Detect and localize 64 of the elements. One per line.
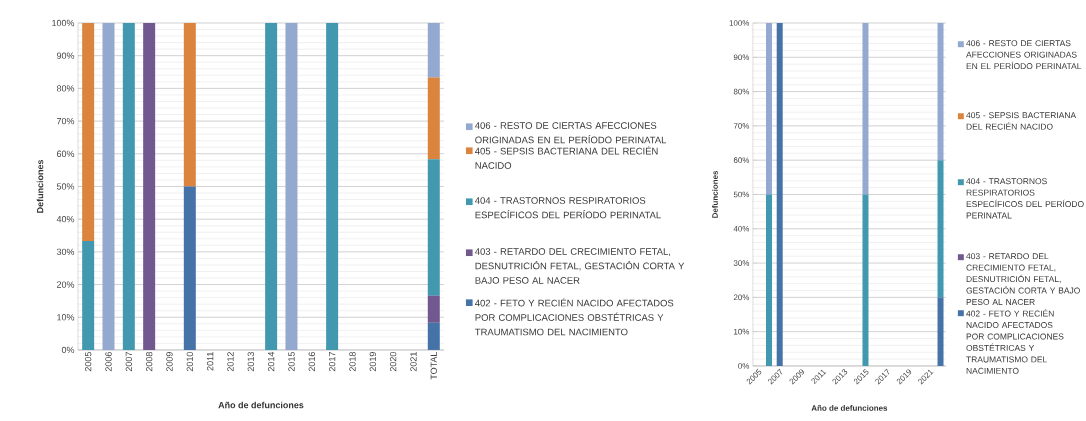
bar [427, 295, 440, 323]
y-tick-label: 40% [56, 216, 75, 223]
legend-label: 406 - RESTO DE CIERTAS AFECCIONES ORIGINADAS EN EL PERÍODO PERINATAL [475, 122, 667, 144]
legend-label: 404 - TRASTORNOS RESPIRATORIOS ESPECÍFICOS DEL PERÍODO PERINATAL [475, 197, 661, 219]
x-tick-label: 2011 [206, 352, 214, 371]
bar [265, 23, 278, 350]
y-tick-label: 30% [56, 248, 75, 256]
x-tick-label: 2005 [84, 352, 92, 372]
x-tick-label: 2012 [227, 352, 234, 372]
x-tick-label: 2020 [389, 352, 397, 372]
bar [937, 160, 944, 298]
bar [765, 23, 772, 195]
x-tick-label: 2019 [369, 352, 376, 372]
bar [82, 23, 95, 242]
x-tick-label: 2014 [267, 351, 275, 372]
bar [427, 159, 440, 296]
y-axis-title: Defunciones [36, 159, 44, 213]
x-tick-label: 2010 [186, 352, 193, 372]
bar [183, 186, 196, 350]
y-tick-label: 10% [57, 314, 75, 321]
bar [427, 322, 440, 350]
bar [102, 23, 115, 350]
legend-label: 405 - SEPSIS BACTERIANA DEL RECIÉN NACIDO [966, 112, 1077, 130]
bar [937, 23, 944, 161]
bar [862, 23, 869, 195]
y-tick-label: 50% [56, 183, 75, 190]
y-tick-label: 60% [56, 150, 75, 157]
x-tick-label: 2021 [410, 352, 417, 372]
x-tick-label: 2009 [166, 352, 173, 372]
x-tick-label: TOTAL [430, 351, 437, 380]
bar [183, 23, 196, 187]
x-tick-label: 2016 [308, 352, 315, 372]
bar [427, 23, 440, 78]
legend-label: 404 - TRASTORNOS RESPIRATORIOS ESPECÍFICOS DEL PERÍODO PERINATAL [966, 178, 1084, 219]
x-tick-label: 2018 [349, 352, 356, 372]
legend-label: 405 - SEPSIS BACTERIANA DEL RECIÉN NACIDO [475, 146, 658, 169]
x-tick-label: 2017 [328, 352, 336, 372]
bar [776, 23, 783, 366]
legend-label: 403 - RETARDO DEL CRECIMIENTO FETAL, DESNUTRICIÓN FETAL, GESTACIÓN CORTA Y BAJO PESO AL NACER [966, 253, 1080, 305]
legend-label: 406 - RESTO DE CIERTAS AFECCIONES ORIGINADAS EN EL PERÍODO PERINATAL [966, 40, 1082, 70]
bar [937, 297, 944, 366]
bar [427, 77, 440, 160]
legend-label: 402 - FETO Y RECIÉN NACIDO AFECTADOS POR COMPLICACIONES OBSTÉTRICAS Y TRAUMATISMO DEL NACIMIENTO [475, 298, 674, 336]
bar [765, 194, 772, 366]
x-tick-label: 2015 [288, 352, 295, 372]
bar [143, 23, 156, 350]
legend-label: 403 - RETARDO DEL CRECIMIENTO FETAL, DESNUTRICIÓN FETAL, GESTACIÓN CORTA Y BAJO PESO AL NACER [475, 248, 685, 284]
bar [326, 23, 339, 350]
bar [862, 194, 869, 366]
x-tick-label: 2013 [247, 352, 254, 372]
x-tick-label: 2008 [145, 352, 153, 372]
bar [122, 23, 135, 350]
y-tick-label: 70% [56, 117, 75, 125]
y-tick-label: 100% [52, 19, 75, 27]
bar [285, 23, 298, 350]
x-axis-title: Año de defunciones [218, 401, 304, 409]
bar [82, 241, 95, 350]
y-tick-label: 90% [56, 52, 75, 59]
legend-label: 402 - FETO Y RECIÉN NACIDO AFECTADOS POR COMPLICACIONES OBSTÉTRICAS Y TRAUMATISMO DEL NACIMIENTO [966, 309, 1064, 374]
x-tick-label: 2006 [105, 352, 112, 372]
x-tick-label: 2007 [125, 352, 133, 372]
y-tick-label: 20% [56, 281, 75, 288]
y-tick-label: 80% [56, 85, 75, 92]
y-tick-label: 0% [61, 346, 75, 354]
